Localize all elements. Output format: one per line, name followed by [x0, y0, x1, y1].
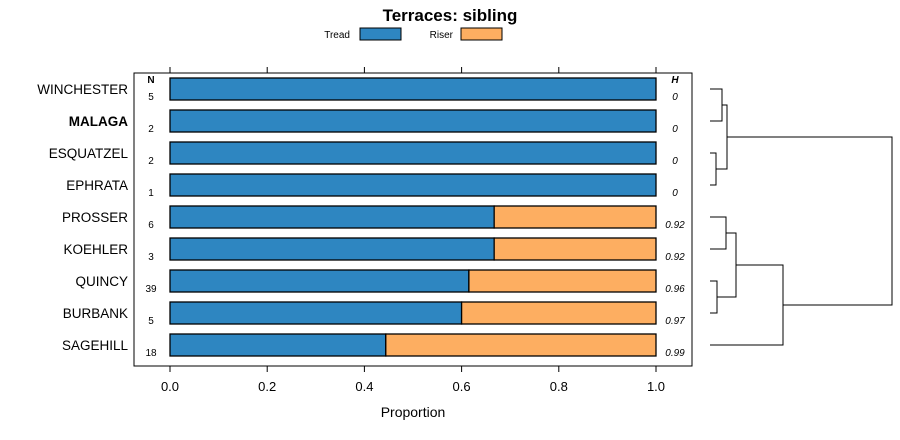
- dendrogram-link-root: [727, 136, 893, 306]
- x-tick-label: 0.0: [161, 379, 179, 394]
- bar-tread-winchester: [169, 77, 657, 101]
- bars: [169, 77, 657, 357]
- bar-tread-malaga: [169, 109, 657, 133]
- n-value-burbank: 5: [148, 316, 154, 327]
- category-label-esquatzel: ESQUATZEL: [49, 146, 129, 161]
- bar-tread-ephrata: [169, 173, 657, 197]
- category-label-koehler: KOEHLER: [63, 242, 128, 257]
- bottom-ticks: 0.0 0.2 0.4 0.6 0.8 1.0: [161, 366, 665, 394]
- legend-swatch-tread: [359, 27, 402, 41]
- x-tick-label: 0.8: [550, 379, 568, 394]
- bar-tread-prosser: [169, 205, 495, 229]
- category-label-ephrata: EPHRATA: [66, 178, 128, 193]
- category-label-sagehill: SAGEHILL: [62, 338, 129, 353]
- x-tick-label: 1.0: [647, 379, 665, 394]
- legend-swatch-riser: [460, 27, 503, 41]
- category-label-burbank: BURBANK: [63, 306, 128, 321]
- bar-tread-koehler: [169, 237, 495, 261]
- x-tick-label: 0.2: [258, 379, 276, 394]
- h-column-header: H: [671, 75, 679, 86]
- dendrogram-link-esquatzel-ephrata: [710, 152, 717, 186]
- h-value-esquatzel: 0: [672, 156, 678, 167]
- dendrogram-link-cluster-b2: [710, 264, 784, 346]
- h-labels: 0 0 0 0 0.92 0.92 0.96 0.97 0.99: [665, 92, 685, 359]
- n-value-prosser: 6: [148, 220, 154, 231]
- bar-riser-quincy: [468, 269, 657, 293]
- bar-tread-quincy: [169, 269, 470, 293]
- category-label-malaga: MALAGA: [69, 114, 128, 129]
- category-label-winchester: WINCHESTER: [37, 82, 128, 97]
- h-value-burbank: 0.97: [665, 316, 685, 327]
- plot-panel: [133, 72, 693, 367]
- n-column-header: N: [147, 75, 154, 86]
- h-value-sagehill: 0.99: [665, 348, 685, 359]
- dendrogram-link-quincy-burbank: [710, 280, 718, 314]
- bar-riser-sagehill: [385, 333, 657, 357]
- legend-label-riser: Riser: [430, 30, 454, 41]
- bar-riser-koehler: [493, 237, 657, 261]
- dendrogram: [710, 88, 893, 346]
- bar-riser-burbank: [460, 301, 657, 325]
- n-value-sagehill: 18: [145, 348, 157, 359]
- category-label-prosser: PROSSER: [62, 210, 128, 225]
- n-value-malaga: 2: [148, 124, 154, 135]
- h-value-prosser: 0.92: [665, 220, 685, 231]
- h-value-ephrata: 0: [672, 188, 678, 199]
- x-tick-label: 0.4: [355, 379, 373, 394]
- dendrogram-link-prosser-koehler: [710, 216, 727, 250]
- n-value-koehler: 3: [148, 252, 154, 263]
- bar-tread-esquatzel: [169, 141, 657, 165]
- bar-riser-prosser: [493, 205, 657, 229]
- h-value-quincy: 0.96: [665, 284, 685, 295]
- category-label-quincy: QUINCY: [75, 274, 128, 289]
- x-axis-title: Proportion: [381, 404, 446, 420]
- bar-tread-burbank: [169, 301, 463, 325]
- row-labels: WINCHESTER MALAGA ESQUATZEL EPHRATA PROSSER K…: [37, 82, 128, 353]
- n-value-ephrata: 1: [148, 188, 154, 199]
- bar-tread-sagehill: [169, 333, 387, 357]
- h-value-winchester: 0: [672, 92, 678, 103]
- n-value-winchester: 5: [148, 92, 154, 103]
- top-ticks: [169, 67, 657, 73]
- n-value-quincy: 39: [145, 284, 157, 295]
- h-value-malaga: 0: [672, 124, 678, 135]
- legend: Tread Riser: [324, 27, 503, 41]
- chart-title: Terraces: sibling: [383, 6, 518, 25]
- n-value-esquatzel: 2: [148, 156, 154, 167]
- n-labels: 5 2 2 1 6 3 39 5 18: [145, 92, 157, 359]
- h-value-koehler: 0.92: [665, 252, 685, 263]
- x-tick-label: 0.6: [453, 379, 471, 394]
- legend-label-tread: Tread: [324, 30, 350, 41]
- dendrogram-link-winchester-malaga: [710, 88, 723, 122]
